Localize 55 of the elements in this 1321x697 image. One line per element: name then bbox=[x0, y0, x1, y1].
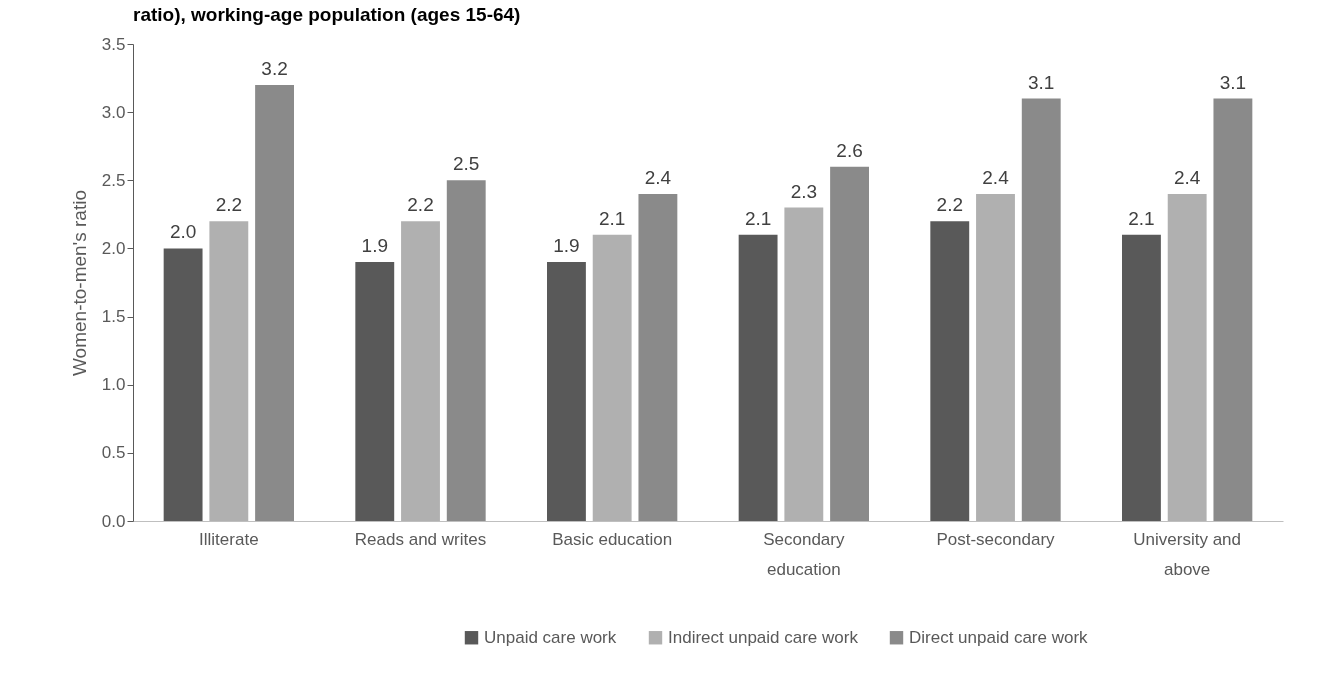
y-tick-label: 1.0 bbox=[101, 375, 126, 395]
x-tick-label: Secondary education bbox=[763, 529, 845, 579]
data-label: 1.9 bbox=[553, 235, 580, 257]
bar bbox=[255, 84, 294, 521]
bar bbox=[1213, 98, 1253, 521]
data-label: 2.2 bbox=[407, 194, 434, 216]
bar bbox=[163, 248, 203, 521]
data-label: 2.1 bbox=[598, 207, 626, 229]
bar bbox=[638, 193, 678, 521]
legend-label: Unpaid care work bbox=[484, 627, 617, 647]
data-label: 3.2 bbox=[261, 57, 288, 79]
bar bbox=[1021, 98, 1061, 521]
y-tick-label: 0.5 bbox=[101, 443, 126, 463]
bar bbox=[446, 180, 486, 521]
y-tick-label: 2.0 bbox=[101, 238, 126, 258]
data-label: 2.1 bbox=[744, 207, 772, 229]
data-label: 3.1 bbox=[1219, 71, 1247, 93]
data-label: 2.0 bbox=[169, 221, 197, 243]
data-label: 2.2 bbox=[936, 194, 963, 216]
y-tick-label: 1.5 bbox=[101, 307, 126, 327]
legend-label: Direct unpaid care work bbox=[909, 627, 1089, 647]
y-tick-label: 2.5 bbox=[101, 170, 126, 190]
bar bbox=[976, 193, 1015, 521]
bar bbox=[1167, 193, 1207, 521]
y-tick-label: 3.0 bbox=[101, 102, 126, 122]
x-tick-label: Reads and writes bbox=[354, 529, 487, 549]
chart-title: ratio), working-age population (ages 15-64) bbox=[133, 4, 521, 25]
x-tick-label: Basic education bbox=[552, 529, 673, 549]
data-label: 2.4 bbox=[982, 166, 1010, 188]
x-tick-label: Illiterate bbox=[199, 529, 259, 549]
bar bbox=[401, 221, 440, 521]
bar bbox=[784, 207, 824, 521]
y-axis-title: Women-to-men's ratio bbox=[68, 190, 90, 376]
bar bbox=[830, 166, 869, 521]
x-tick-label: Post-secondary bbox=[936, 529, 1056, 549]
data-label: 2.4 bbox=[1173, 166, 1201, 188]
bar bbox=[209, 221, 249, 521]
bar bbox=[738, 234, 778, 521]
y-tick-label: 3.5 bbox=[101, 34, 126, 54]
data-label: 3.1 bbox=[1028, 71, 1055, 93]
data-label: 2.3 bbox=[790, 180, 818, 202]
bar bbox=[355, 262, 395, 521]
legend-label: Indirect unpaid care work bbox=[668, 627, 859, 647]
bar bbox=[1122, 234, 1161, 521]
x-tick-label: University and above bbox=[1133, 529, 1242, 579]
data-label: 2.2 bbox=[215, 194, 243, 216]
data-label: 2.6 bbox=[836, 139, 863, 161]
y-tick-label: 0.0 bbox=[101, 511, 126, 531]
data-label: 2.1 bbox=[1128, 207, 1155, 229]
data-label: 2.4 bbox=[644, 166, 672, 188]
bar bbox=[547, 262, 586, 521]
bar bbox=[592, 234, 632, 521]
bar bbox=[930, 221, 970, 521]
data-label: 2.5 bbox=[453, 153, 480, 175]
data-label: 1.9 bbox=[361, 235, 388, 257]
